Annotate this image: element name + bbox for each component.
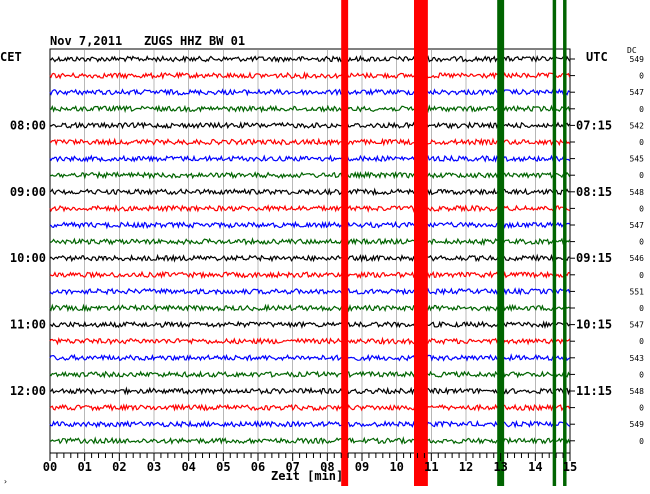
dc-value: 0 [639,304,644,313]
x-tick-label: 13 [493,460,507,474]
utc-hour-label: 10:15 [576,318,612,332]
dc-value: 0 [639,271,644,280]
trace-line [49,353,571,362]
dc-value: 0 [639,404,644,413]
trace-line [49,204,570,213]
trace-line [49,236,571,247]
trace-line [49,137,571,147]
trace-line [49,320,571,330]
x-tick-label: 08 [320,460,334,474]
event-band [563,0,567,486]
cet-hour-label: 10:00 [10,251,46,265]
dc-value: 0 [639,138,644,147]
x-tick-label: 09 [355,460,369,474]
trace-line [49,253,570,263]
dc-value: 0 [639,238,644,247]
x-tick-label: 14 [528,460,542,474]
utc-hour-label: 09:15 [576,251,612,265]
dc-value: 0 [639,171,644,180]
dc-value: 548 [630,387,645,396]
x-tick-label: 07 [285,460,299,474]
header-station: ZUGS HHZ BW 01 [143,34,246,48]
event-band [552,0,557,486]
dc-value: 0 [639,72,644,81]
x-tick-label: 15 [563,460,577,474]
dc-value: 549 [630,420,645,429]
x-tick-label: 02 [112,460,126,474]
utc-hour-label: 11:15 [576,384,612,398]
dc-value: 551 [630,287,645,296]
trace-line [49,187,570,197]
dc-value: 547 [630,88,645,97]
dc-value: 0 [639,204,644,213]
dc-value: 547 [630,321,645,330]
dc-value: 548 [630,188,645,197]
x-axis-label: Zeit [min] [271,469,344,483]
cet-hour-label: 09:00 [10,185,46,199]
utc-hour-label: 07:15 [576,118,612,132]
trace-line [49,287,571,296]
trace-line [49,120,571,130]
dc-value: 547 [630,221,645,230]
dc-value: 545 [630,155,645,164]
dc-value: 546 [630,254,645,263]
cet-hour-label: 11:00 [10,318,46,332]
dc-value: 542 [630,121,645,130]
x-tick-label: 01 [77,460,91,474]
trace-line [49,154,571,163]
trace-line [49,436,571,445]
header-date: Nov 7,2011 [50,34,123,48]
dc-value: 549 [630,55,645,64]
left-timezone-label: CET [0,50,22,64]
trace-line [49,170,571,180]
x-tick-label: 10 [389,460,403,474]
trace-line [49,369,571,380]
x-tick-label: 03 [147,460,161,474]
event-band [341,0,349,486]
dc-value: 0 [639,337,644,346]
dc-column-header: DC [627,46,637,55]
trace-line [49,270,570,280]
event-band [497,0,505,486]
trace-line [49,303,570,313]
trace-line [49,70,571,81]
x-tick-label: 00 [43,460,57,474]
dc-value: 0 [639,105,644,114]
dc-value: 0 [639,370,644,379]
dc-value: 0 [639,437,644,446]
trace-line [49,220,570,230]
right-timezone-label: UTC [586,50,608,64]
trace-line [49,104,571,114]
cet-hour-label: 08:00 [10,118,46,132]
utc-hour-label: 08:15 [576,185,612,199]
x-tick-label: 11 [424,460,438,474]
x-tick-label: 12 [459,460,473,474]
event-band [414,0,428,486]
x-tick-label: 05 [216,460,230,474]
trace-line [49,419,571,429]
corner-mark: › [3,477,8,486]
plot-header: Nov 7,2011 ZUGS HHZ BW 01 [50,35,245,47]
dc-value: 543 [630,354,645,363]
trace-line [49,403,571,412]
trace-line [49,386,571,396]
cet-hour-label: 12:00 [10,384,46,398]
trace-line [49,87,571,97]
x-tick-label: 06 [251,460,265,474]
trace-line [49,54,571,64]
x-tick-label: 04 [181,460,195,474]
trace-line [49,336,571,346]
plot-frame [49,48,571,454]
